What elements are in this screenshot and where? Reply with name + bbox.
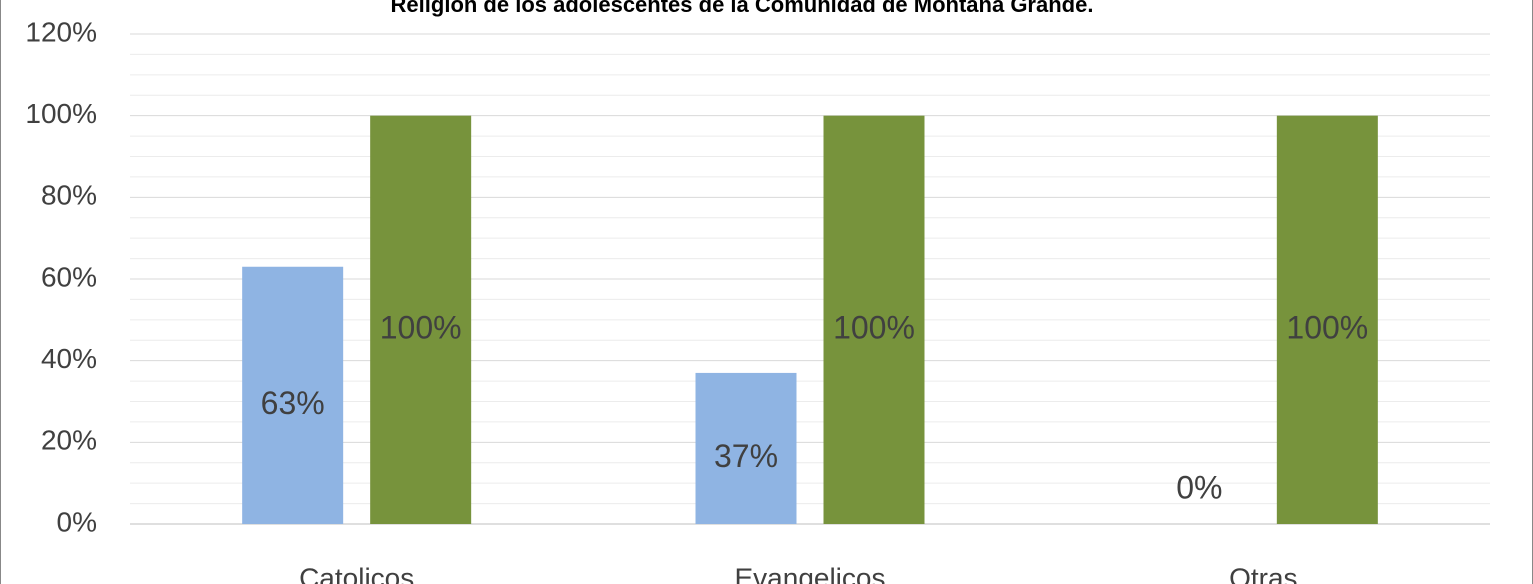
bar <box>823 115 925 525</box>
y-tick-label: 20% <box>41 425 97 456</box>
data-label: 100% <box>1286 309 1368 345</box>
chart-title: Religión de los adolescentes de la Comun… <box>391 0 1094 17</box>
bar <box>242 266 344 524</box>
data-label: 63% <box>261 385 325 421</box>
bar <box>370 115 472 525</box>
data-label: 0% <box>1176 469 1222 505</box>
x-tick-label: Catolicos <box>299 562 414 584</box>
data-label: 37% <box>714 438 778 474</box>
y-tick-label: 120% <box>25 16 97 47</box>
bar <box>695 372 797 524</box>
bar <box>1276 115 1378 525</box>
y-tick-label: 100% <box>25 98 97 129</box>
x-tick-label: Otras <box>1229 562 1297 584</box>
y-tick-label: 60% <box>41 261 97 292</box>
data-label: 100% <box>380 309 462 345</box>
y-tick-label: 40% <box>41 343 97 374</box>
y-tick-label: 0% <box>57 506 97 537</box>
data-label: 100% <box>833 309 915 345</box>
x-tick-label: Evangelicos <box>735 562 886 584</box>
y-tick-label: 80% <box>41 180 97 211</box>
